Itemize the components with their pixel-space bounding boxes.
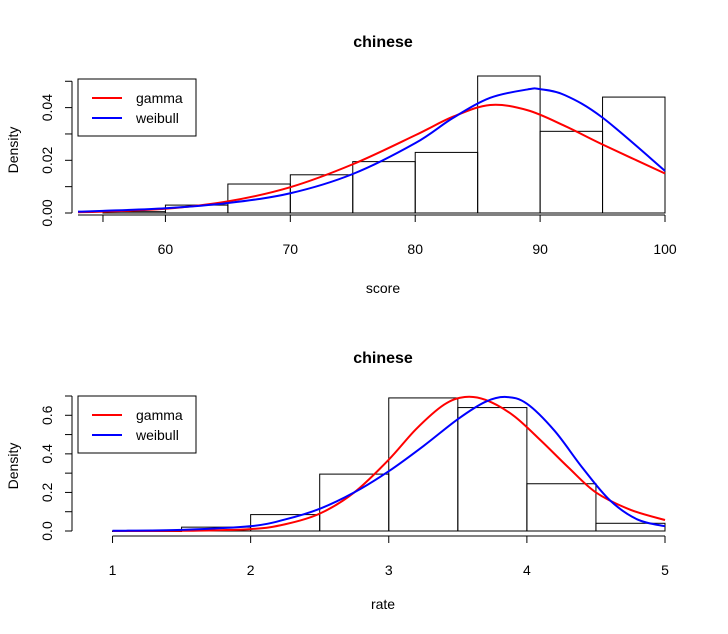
x-tick-label: 90 — [532, 241, 548, 257]
density-curve-weibull — [77, 87, 666, 213]
x-axis-label: rate — [371, 596, 395, 612]
histogram-bars — [102, 75, 666, 214]
x-tick-label: 60 — [158, 241, 174, 257]
density-curve-gamma — [112, 395, 666, 533]
x-tick-label: 3 — [385, 562, 393, 578]
density-curves — [112, 395, 666, 533]
x-tick-label: 4 — [523, 562, 531, 578]
panel-score: chinese score Density 60 70 80 90 100 0.000.… — [5, 34, 677, 296]
histogram-bar — [526, 483, 597, 532]
y-axis-label: Density — [5, 127, 21, 174]
x-axis: 1 2 3 4 5 — [109, 535, 669, 578]
legend-label-weibull: weibull — [135, 427, 179, 443]
y-tick-label: 0.2 — [39, 482, 55, 502]
y-tick-label: 0.04 — [39, 94, 55, 121]
legend-box — [77, 395, 197, 454]
density-curves — [77, 87, 666, 214]
histogram-bar — [457, 407, 528, 532]
legend-label-gamma: gamma — [136, 407, 183, 423]
y-tick-label: 0.0 — [39, 521, 55, 541]
legend-label-weibull: weibull — [135, 110, 179, 126]
histogram-bar — [319, 473, 390, 532]
x-tick-label: 1 — [109, 562, 117, 578]
x-tick-label: 70 — [283, 241, 299, 257]
chart-title: chinese — [353, 34, 413, 51]
histogram-bar — [539, 130, 604, 214]
legend: gamma weibull — [77, 78, 197, 137]
y-tick-label: 0.00 — [39, 199, 55, 226]
density-curve-weibull — [112, 395, 666, 532]
y-tick-label: 0.4 — [39, 444, 55, 464]
y-tick-label: 0.02 — [39, 146, 55, 173]
histogram-bar — [595, 522, 666, 532]
y-tick-label: 0.6 — [39, 405, 55, 425]
histogram-bar — [602, 96, 666, 214]
y-axis: 0.00 0.02 0.04 — [39, 80, 73, 227]
legend: gamma weibull — [77, 395, 197, 454]
x-tick-label: 100 — [653, 241, 677, 257]
x-axis-label: score — [366, 280, 400, 296]
legend-box — [77, 78, 197, 137]
chart-title: chinese — [353, 350, 413, 367]
x-tick-label: 5 — [661, 562, 669, 578]
legend-label-gamma: gamma — [136, 90, 183, 106]
histogram-bar — [477, 75, 541, 214]
x-tick-label: 2 — [247, 562, 255, 578]
y-axis-label: Density — [5, 443, 21, 490]
histogram-bar — [414, 151, 479, 214]
x-tick-label: 80 — [407, 241, 423, 257]
y-axis: 0.0 0.2 0.4 0.6 — [39, 395, 73, 541]
histogram-bar — [289, 174, 354, 214]
x-axis: 60 70 80 90 100 — [78, 214, 677, 257]
